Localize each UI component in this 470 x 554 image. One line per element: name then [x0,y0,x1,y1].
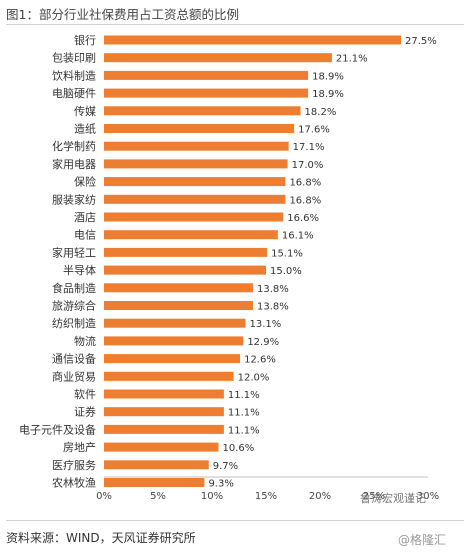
value-label: 12.0% [238,372,270,383]
value-label: 17.1% [293,142,325,153]
source-divider [6,520,464,521]
category-label: 传媒 [74,105,96,118]
bar [104,159,288,169]
category-label: 家用轻工 [52,245,96,259]
value-label: 11.1% [228,390,260,401]
plot-area: 银行 27.5% 包装印刷 21.1% 饮料制造 18.9% 电脑硬件 18.9% 传媒 18.2… [19,33,439,502]
bar [104,460,209,470]
category-label: 房地产 [63,440,96,454]
category-label: 农林牧渔 [52,476,96,490]
chart-watermark: 鲁涛宏观谨记 [360,492,426,505]
bar [104,354,241,364]
bar [104,141,289,151]
value-label: 12.9% [247,337,279,348]
x-tick-label: 10% [201,491,223,502]
title-divider [6,24,464,25]
value-label: 16.8% [289,178,321,189]
bar [104,247,268,257]
value-label: 15.1% [271,248,303,259]
value-label: 11.1% [228,408,260,419]
category-label: 化学制药 [52,139,96,153]
bar [104,88,309,98]
x-tick-label: 15% [255,491,277,502]
value-label: 17.0% [292,160,324,171]
category-label: 服装家纺 [52,192,96,206]
category-label: 电信 [74,229,96,242]
value-label: 21.1% [336,54,368,65]
chart-title: 图1：部分行业社保费用占工资总额的比例 [6,7,239,22]
bar-chart: 银行 27.5% 包装印刷 21.1% 饮料制造 18.9% 电脑硬件 18.9% 传媒 18.2… [19,33,439,502]
bar [104,442,219,452]
x-tick-label: 25% [363,491,385,502]
value-label: 18.9% [312,89,344,100]
bar [104,53,332,63]
category-label: 软件 [74,387,96,401]
bar [104,336,244,346]
value-label: 17.6% [298,125,330,136]
value-label: 12.6% [244,355,276,366]
source-note: 资料来源：WIND，天风证券研究所 [6,531,196,545]
bar [104,283,254,293]
corner-watermark: @格隆汇 [398,533,447,547]
category-label: 家用电器 [52,157,96,171]
value-label: 15.0% [270,266,302,277]
x-tick-label: 5% [150,491,166,502]
bar [104,371,234,381]
value-label: 16.6% [287,213,319,224]
bar [104,70,309,80]
value-label: 18.2% [305,107,337,118]
bar [104,194,286,204]
category-label: 商业贸易 [52,369,96,383]
category-label: 纺织制造 [52,316,96,330]
bar [104,301,254,310]
value-label: 11.1% [228,425,260,436]
bar [104,230,278,240]
value-label: 13.8% [257,302,289,313]
bar [104,106,301,116]
value-label: 9.7% [213,461,238,472]
bar [104,424,224,434]
bar [104,478,205,487]
bar [104,389,224,399]
category-label: 包装印刷 [52,52,96,65]
category-label: 电脑硬件 [52,87,96,100]
value-label: 9.3% [208,479,233,490]
bar [104,124,295,133]
value-label: 10.6% [222,443,254,454]
value-label: 13.8% [257,284,289,295]
bar [104,177,286,187]
category-label: 通信设备 [52,352,96,366]
category-label: 造纸 [74,122,96,136]
bar [104,265,266,275]
category-label: 食品制造 [52,281,96,295]
category-label: 保险 [74,175,96,189]
x-tick-label: 30% [417,491,439,502]
category-label: 银行 [74,33,96,47]
bar [104,318,246,328]
category-label: 酒店 [74,210,96,224]
value-label: 16.8% [289,195,321,206]
category-label: 证券 [74,405,96,419]
value-label: 27.5% [405,36,437,47]
bar [104,212,284,222]
x-tick-label: 20% [309,491,331,502]
value-label: 16.1% [282,231,314,242]
bar [104,35,401,45]
category-label: 饮料制造 [52,68,96,82]
category-label: 半导体 [63,263,96,277]
value-label: 13.1% [249,319,281,330]
category-label: 医疗服务 [52,458,96,472]
x-tick-label: 0% [96,491,112,502]
bar [104,407,224,417]
category-label: 物流 [74,334,96,348]
category-label: 旅游综合 [52,299,96,313]
category-label: 电子元件及设备 [19,422,96,436]
value-label: 18.9% [312,71,344,82]
